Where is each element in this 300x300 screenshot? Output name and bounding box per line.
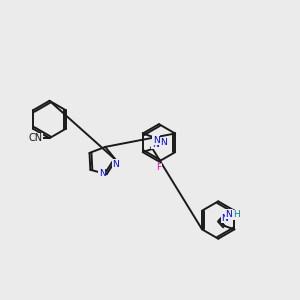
Text: N: N: [152, 140, 158, 149]
Text: N: N: [153, 136, 160, 145]
Text: N: N: [99, 169, 105, 178]
Text: N: N: [112, 160, 119, 169]
Text: N: N: [160, 138, 166, 147]
Text: N: N: [226, 209, 232, 218]
Text: CN: CN: [29, 133, 43, 143]
Text: F: F: [156, 164, 161, 172]
Text: H: H: [233, 210, 239, 219]
Text: N: N: [221, 214, 228, 223]
